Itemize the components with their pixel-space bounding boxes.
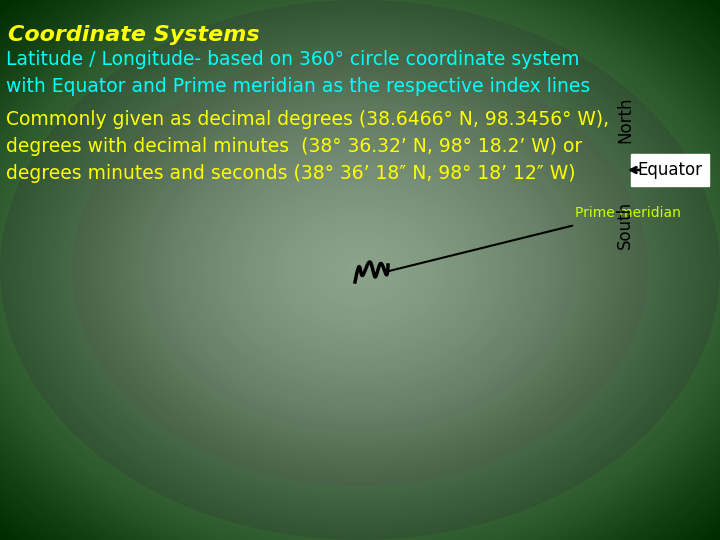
Text: with Equator and Prime meridian as the respective index lines: with Equator and Prime meridian as the r… — [6, 77, 590, 96]
Text: degrees with decimal minutes  (38° 36.32’ N, 98° 18.2’ W) or: degrees with decimal minutes (38° 36.32’… — [6, 137, 582, 156]
Text: degrees minutes and seconds (38° 36’ 18″ N, 98° 18’ 12″ W): degrees minutes and seconds (38° 36’ 18″… — [6, 164, 575, 183]
Text: South: South — [616, 201, 634, 249]
Text: Prime meridian: Prime meridian — [575, 206, 681, 220]
Text: Coordinate Systems: Coordinate Systems — [8, 25, 260, 45]
Text: Equator: Equator — [637, 161, 703, 179]
Text: Latitude / Longitude- based on 360° circle coordinate system: Latitude / Longitude- based on 360° circ… — [6, 50, 580, 69]
Text: North: North — [616, 97, 634, 143]
Ellipse shape — [72, 54, 648, 486]
Ellipse shape — [144, 108, 576, 432]
Text: Commonly given as decimal degrees (38.6466° N, 98.3456° W),: Commonly given as decimal degrees (38.64… — [6, 110, 609, 129]
